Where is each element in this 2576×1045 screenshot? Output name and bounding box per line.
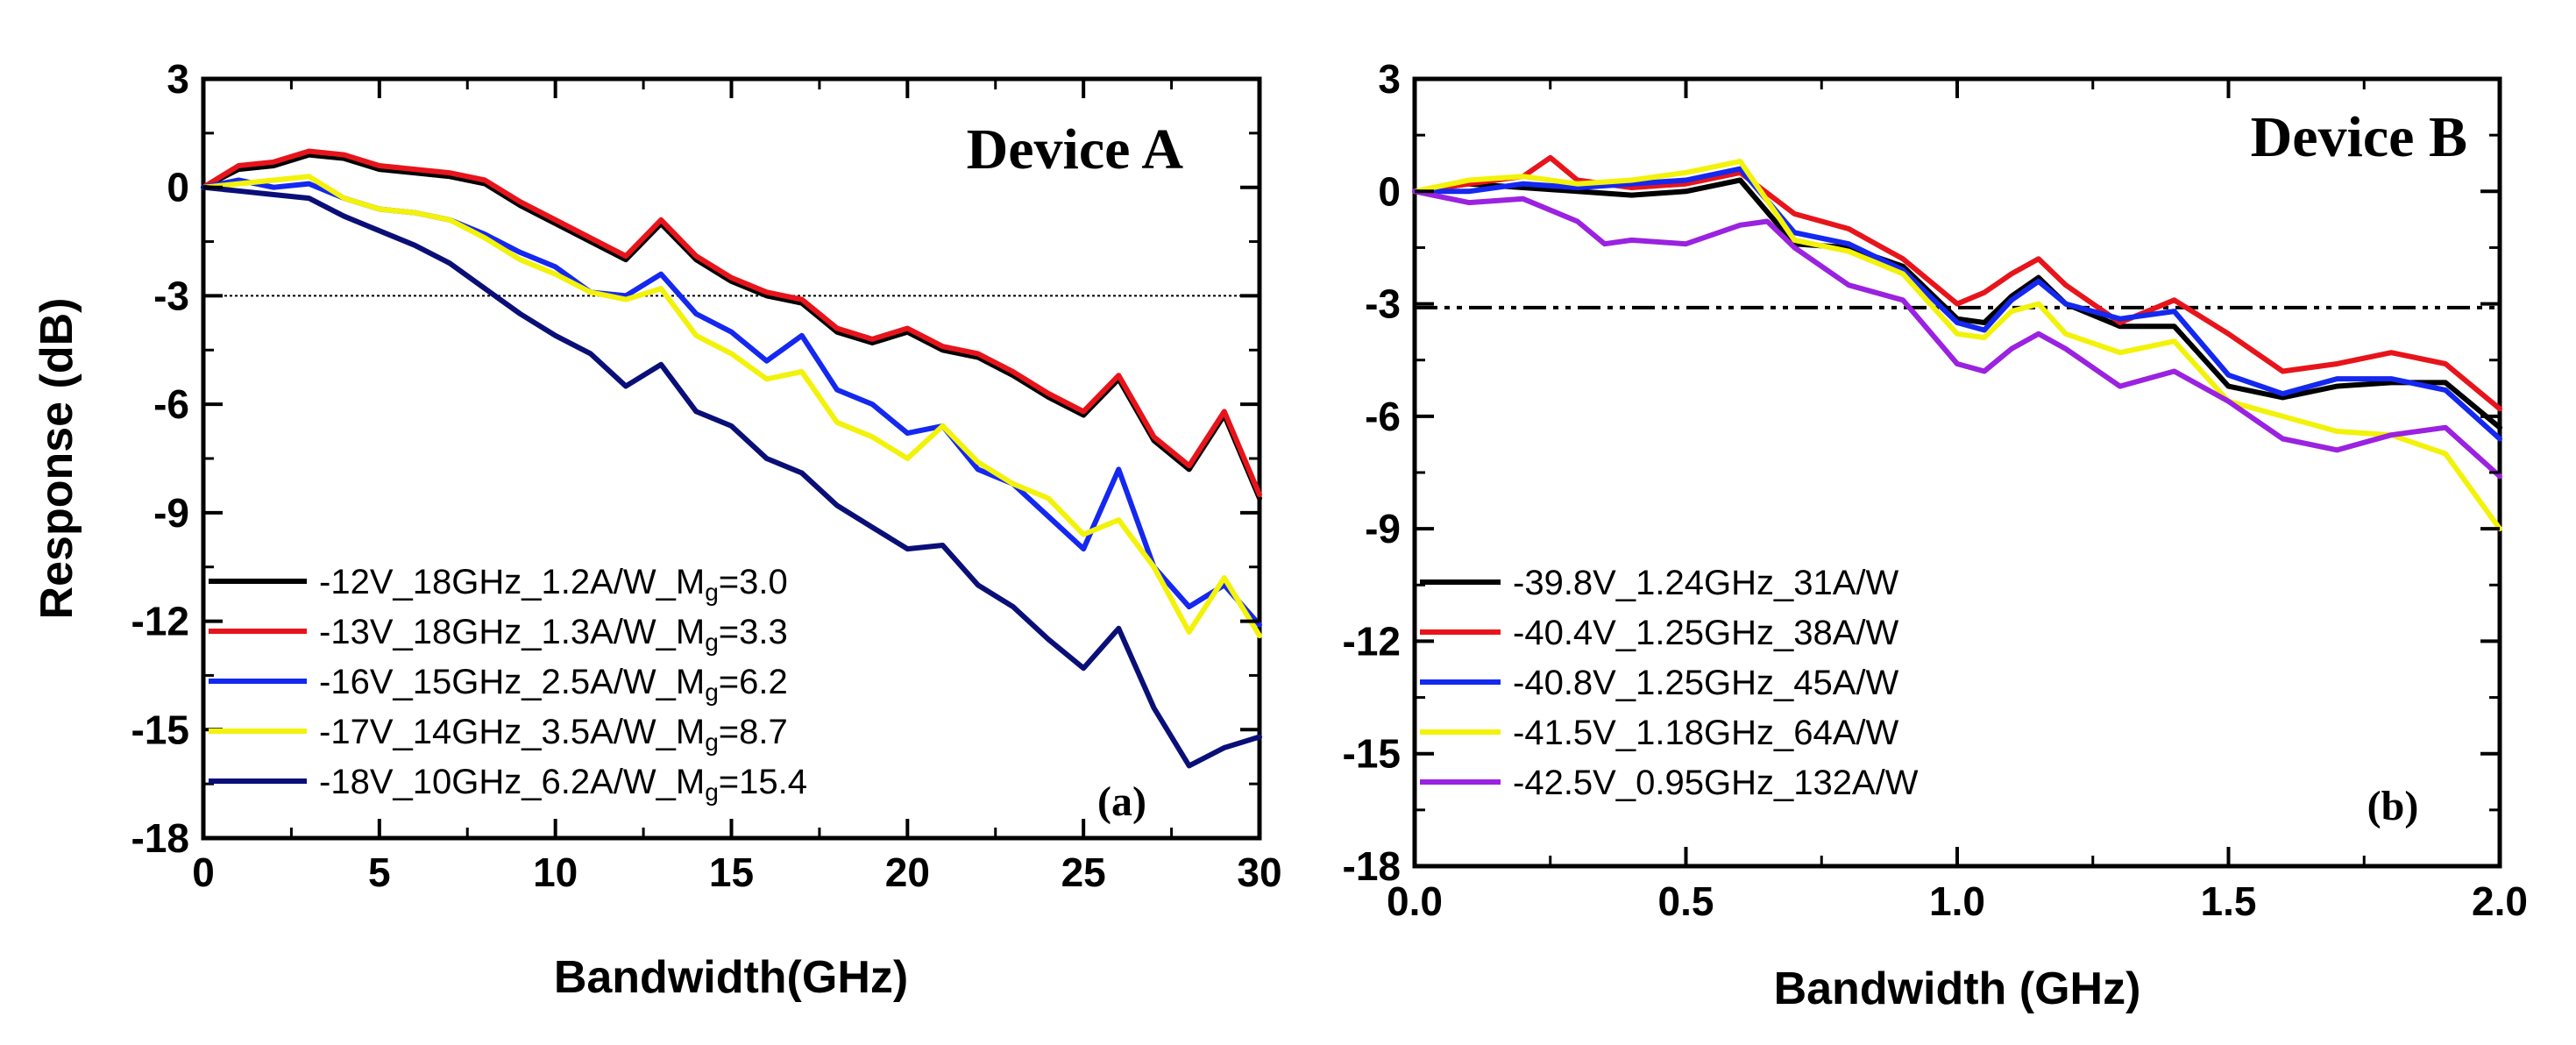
panel-a-series-line-1 [201, 152, 1262, 501]
panel-a-legend: -12V_18GHz_1.2A/W_Mg=3.0 -13V_18GHz_1.3A/… [209, 563, 807, 806]
panel-a: 0 5 10 15 20 25 30 30-3-6-9-12-15-18 Device A … [32, 56, 1282, 1003]
panel-a-x-tick-label: 25 [1061, 850, 1106, 895]
panel-b-x-axis-title: Bandwidth (GHz) [1774, 963, 2141, 1014]
panel-a-y-tick-label: 0 [167, 165, 189, 210]
panel-a-y-axis-title: Response (dB) [32, 298, 82, 620]
panel-a-tag: (a) [1097, 778, 1146, 825]
panel-a-x-tick-label: 30 [1237, 850, 1281, 895]
panel-a-legend-label-3: -16V_15GHz_2.5A/W_Mg=6.2 [319, 663, 788, 706]
panel-b-series-line-2 [1412, 154, 2502, 412]
panel-b-x-ticks: 0.0 0.5 1.0 1.5 2.0 [1387, 79, 2528, 924]
panel-b-tag: (b) [2367, 783, 2419, 829]
panel-a-x-ticks: 0 5 10 15 20 25 30 [192, 79, 1282, 895]
panel-b-y-tick-label: -15 [1343, 731, 1401, 777]
panel-b-series-line-4 [1412, 159, 2502, 532]
panel-a-legend-label-2: -13V_18GHz_1.3A/W_Mg=3.3 [319, 613, 788, 656]
panel-b-title: Device B [2251, 105, 2467, 169]
panel-b-x-tick-label: 1.0 [1929, 878, 1985, 924]
panel-b-y-tick-label: -12 [1343, 618, 1401, 664]
panel-b-y-tick-label: 0 [1378, 168, 1401, 214]
panel-a-x-tick-label: 20 [885, 850, 930, 895]
panel-b-legend-label-5: -42.5V_0.95GHz_132A/W [1513, 764, 1919, 802]
panel-a-series-line-2 [201, 148, 1262, 498]
panel-a-series-line-3 [201, 177, 1262, 628]
panel-a-y-ticks: 3 0 -3 -6 -9 -12 -15 -18 [131, 56, 1260, 861]
panel-b-x-tick-label: 0.0 [1387, 878, 1443, 924]
panel-b-x-tick-label: 0.5 [1658, 878, 1714, 924]
panel-a-x-tick-label: 15 [709, 850, 754, 895]
panel-a-title: Device A [967, 117, 1184, 181]
panel-b: 0.0 0.5 1.0 1.5 2.0 3 0 -3 -6 -9 -12 -15 -18 Device… [1343, 56, 2528, 1014]
panel-a-legend-label-5: -18V_10GHz_6.2A/W_Mg=15.4 [319, 763, 807, 806]
panel-b-legend-label-4: -41.5V_1.18GHz_64A/W [1513, 714, 1898, 752]
panel-a-y-tick-label: -6 [153, 381, 189, 427]
panel-b-y-tick-label: -9 [1365, 506, 1401, 551]
panel-a-y-tick-label: -9 [153, 490, 189, 536]
panel-b-legend-label-2: -40.4V_1.25GHz_38A/W [1513, 614, 1898, 652]
panel-a-y-tick-label: -12 [131, 599, 189, 644]
panel-a-legend-label-4: -17V_14GHz_3.5A/W_Mg=8.7 [319, 713, 788, 756]
panel-a-y-tick-label: 3 [167, 56, 189, 102]
panel-b-x-tick-label: 2.0 [2472, 878, 2528, 924]
panel-a-y-tick-label: -3 [153, 273, 189, 318]
panel-b-y-tick-label: -6 [1365, 394, 1401, 439]
panel-b-series-line-1 [1412, 177, 2502, 430]
panel-a-series-line-5 [201, 184, 1262, 769]
panel-b-y-tick-label: 3 [1378, 56, 1401, 102]
panel-a-series-line-4 [201, 174, 1262, 639]
panel-b-series [1412, 154, 2502, 532]
panel-a-x-tick-label: 10 [533, 850, 578, 895]
panel-b-y-ticks: 3 0 -3 -6 -9 -12 -15 -18 [1343, 56, 2500, 889]
panel-a-y-tick-label: -18 [131, 815, 189, 861]
panel-a-x-axis-title: Bandwidth(GHz) [554, 952, 908, 1003]
panel-a-x-tick-label: 5 [368, 850, 391, 895]
panel-b-y-tick-label: -18 [1343, 843, 1401, 889]
panel-a-series [201, 148, 1262, 769]
panel-a-legend-label-1: -12V_18GHz_1.2A/W_Mg=3.0 [319, 563, 788, 606]
panel-b-series-line-3 [1412, 166, 2502, 442]
panel-b-y-tick-label: -3 [1365, 281, 1401, 327]
panel-b-series-line-5 [1412, 188, 2502, 480]
panel-b-x-tick-label: 1.5 [2201, 878, 2257, 924]
panel-b-legend-label-1: -39.8V_1.24GHz_31A/W [1513, 564, 1898, 602]
panel-b-legend: -39.8V_1.24GHz_31A/W -40.4V_1.25GHz_38A/W… [1420, 564, 1919, 802]
panel-b-legend-label-3: -40.8V_1.25GHz_45A/W [1513, 664, 1898, 702]
panel-a-x-tick-label: 0 [192, 850, 215, 895]
panel-a-y-tick-label: -15 [131, 707, 189, 752]
